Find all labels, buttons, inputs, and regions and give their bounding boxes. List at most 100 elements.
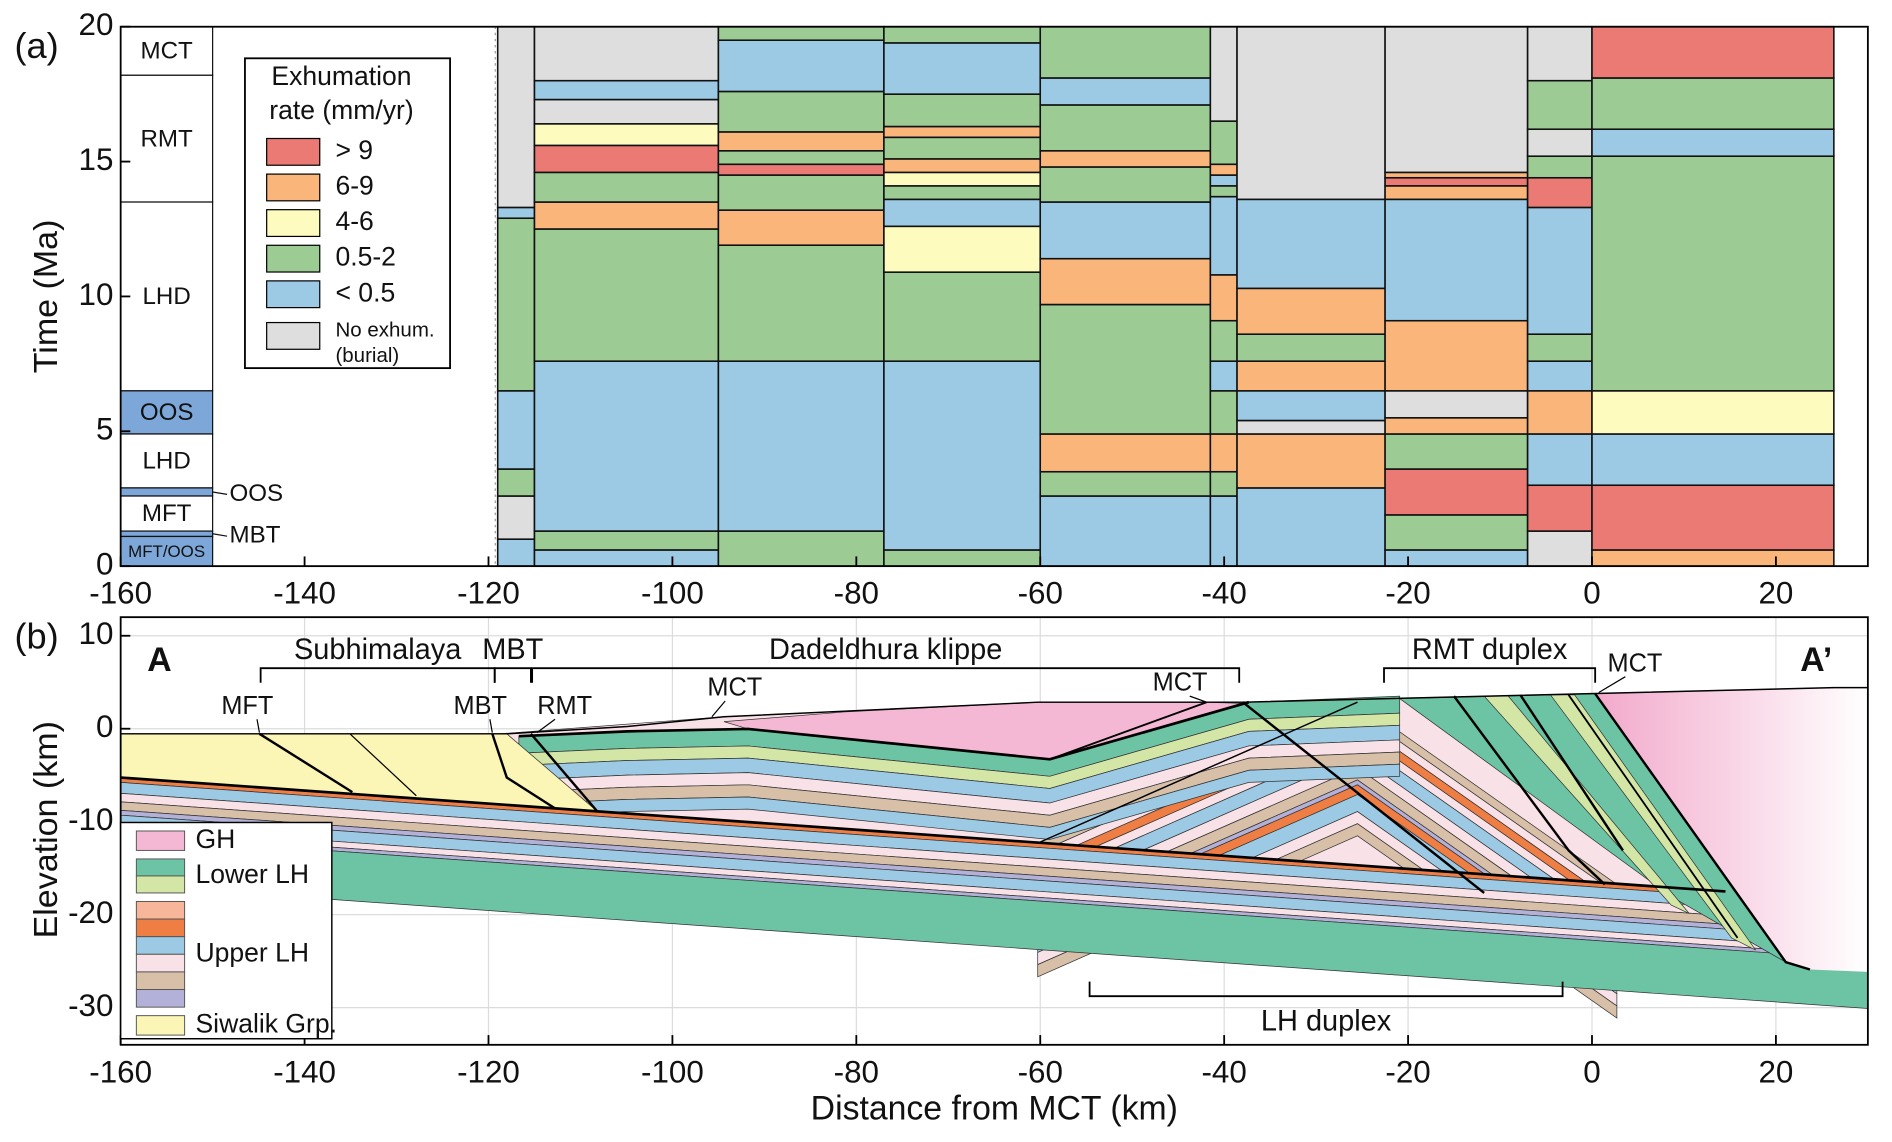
rate-segment [883,136,1042,160]
y-tick-label: 10 [79,616,114,651]
basement-layer [120,831,1868,961]
thrust [1242,701,1485,894]
thrust [491,733,556,810]
x-tick-label: 20 [1758,576,1793,611]
rate-segment [1209,433,1238,473]
rate-segment [883,198,1042,228]
x-tick-label: -80 [834,576,879,611]
rate-segment [1526,390,1593,435]
rate-segment [533,123,720,147]
fault-unit [120,26,214,76]
rate-segment [1209,274,1238,322]
x-tick-label: -20 [1385,1054,1430,1089]
legend-label: 6-9 [335,170,373,200]
rate-segment [1526,128,1593,157]
rate-segment [1209,25,1238,122]
legend-swatch [135,953,186,973]
legend-swatch [266,321,321,350]
rate-segment [533,79,720,101]
rate-segment [1591,77,1835,131]
rate-segment [533,360,720,532]
legend-swatch [266,137,321,166]
rate-segment [1236,487,1386,567]
y-tick-label: -10 [68,802,113,837]
rate-segment [883,225,1042,273]
legend-label: > 9 [335,135,373,165]
rate-segment [533,25,720,82]
rate-segment [883,158,1042,174]
fault-unit-label: MFT/OOS [128,542,205,561]
rate-segment [1526,484,1593,532]
rate-segment [1236,419,1386,435]
thrust [530,733,599,813]
leader-line [489,719,493,733]
rate-segment [1039,495,1212,567]
legend-label: < 0.5 [335,277,395,307]
legend-swatch [266,280,321,309]
y-tick-label: 5 [96,412,113,447]
rate-segment [717,131,885,152]
x-tick-label: -140 [273,576,336,611]
rate-segment [533,228,720,362]
rate-segment [1526,333,1593,362]
rate-segment [1384,176,1529,187]
rate-segment [1209,360,1238,392]
thrust [258,732,353,794]
thrust [1037,701,1358,844]
rate-segment [717,530,885,567]
legend-label: 4-6 [335,206,373,236]
rate-segment [1236,390,1386,422]
basement-layer [120,814,1868,951]
y-axis-label: Time (Ma) [27,220,65,374]
rate-segment [1591,433,1835,487]
legend-label: Siwalik Grp. [195,1008,337,1038]
rate-segment [1209,174,1238,187]
rate-segment [1209,495,1238,567]
leader-line [212,491,228,496]
legend-swatch [135,900,186,920]
rate-segment [1039,433,1212,473]
region-label: Dadeldhura klippe [769,634,1002,666]
rate-segment [1384,549,1529,567]
y-tick-label: -20 [68,895,113,930]
y-tick-label: 15 [79,142,114,177]
leader-line [711,700,726,718]
legend-swatch [135,989,186,1008]
legend-swatch [135,875,186,894]
fault-unit [120,487,214,497]
rate-segment [1209,195,1238,276]
rate-segment [1236,287,1386,335]
rate-segment [883,549,1042,567]
rate-segment [1526,360,1593,392]
x-tick-label: 0 [1583,1054,1600,1089]
thrust [1567,694,1739,939]
legend-label: (burial) [335,344,399,367]
x-tick-label: -40 [1201,576,1246,611]
section-end: A [147,641,171,679]
thrust [748,701,1207,761]
bracket [1383,667,1597,683]
panel-b: -160 -140 -120 -100 -80 -60 -40 -20 0 20-30-20-10… [68,616,1869,1089]
rate-segment [1384,514,1529,551]
x-tick-label: -80 [834,1054,879,1089]
legend-label: Upper LH [195,937,309,967]
panel-label: (b) [14,616,58,657]
rate-segment [1236,333,1386,362]
rate-segment [496,25,536,209]
rate-segment [883,93,1042,128]
rate-segment [1039,201,1212,260]
rate-segment [1236,360,1386,392]
fault-unit-label: MFT [142,500,192,527]
y-tick-label: -30 [68,988,113,1023]
rate-segment [496,495,536,540]
rate-segment [1526,79,1593,131]
rate-segment [1591,390,1835,435]
region-label: RMT duplex [1412,634,1568,666]
rate-segment [1039,303,1212,435]
x-tick-label: -100 [641,1054,704,1089]
basement-layer [120,782,1868,918]
rate-segment [1039,104,1212,152]
rate-segment [496,206,536,220]
basement-layer [120,825,1868,957]
